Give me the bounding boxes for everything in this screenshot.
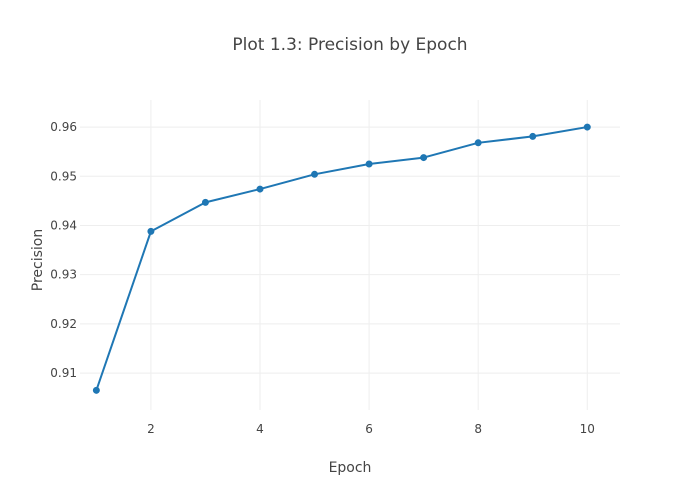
data-point xyxy=(420,154,428,162)
data-point xyxy=(201,198,209,206)
data-point xyxy=(92,386,100,394)
data-point xyxy=(256,185,264,193)
y-tick-label: 0.94 xyxy=(50,218,77,232)
y-tick-label: 0.91 xyxy=(50,366,77,380)
series-line xyxy=(95,126,589,392)
grid-layer xyxy=(80,100,620,410)
data-point xyxy=(474,139,482,147)
chart-title: Plot 1.3: Precision by Epoch xyxy=(232,35,467,55)
x-tick-label: 6 xyxy=(365,422,373,436)
x-tick-label: 4 xyxy=(256,422,264,436)
data-point xyxy=(147,227,155,235)
x-tick-label: 10 xyxy=(580,422,595,436)
x-tick-label: 2 xyxy=(147,422,155,436)
tick-layer: 2 4 6 8 10 0.91 0.92 0.93 0.94 0.95 0.96 xyxy=(50,120,595,436)
x-axis-title: Epoch xyxy=(329,460,372,476)
y-axis-title: Precision xyxy=(30,229,46,291)
data-point xyxy=(529,132,537,140)
y-tick-label: 0.96 xyxy=(50,120,77,134)
y-tick-label: 0.92 xyxy=(50,317,77,331)
data-point xyxy=(365,160,373,168)
data-point xyxy=(583,123,591,131)
series-layer xyxy=(92,123,591,394)
y-tick-label: 0.93 xyxy=(50,268,77,282)
x-tick-label: 8 xyxy=(474,422,482,436)
data-point xyxy=(311,170,319,178)
y-tick-label: 0.95 xyxy=(50,169,77,183)
